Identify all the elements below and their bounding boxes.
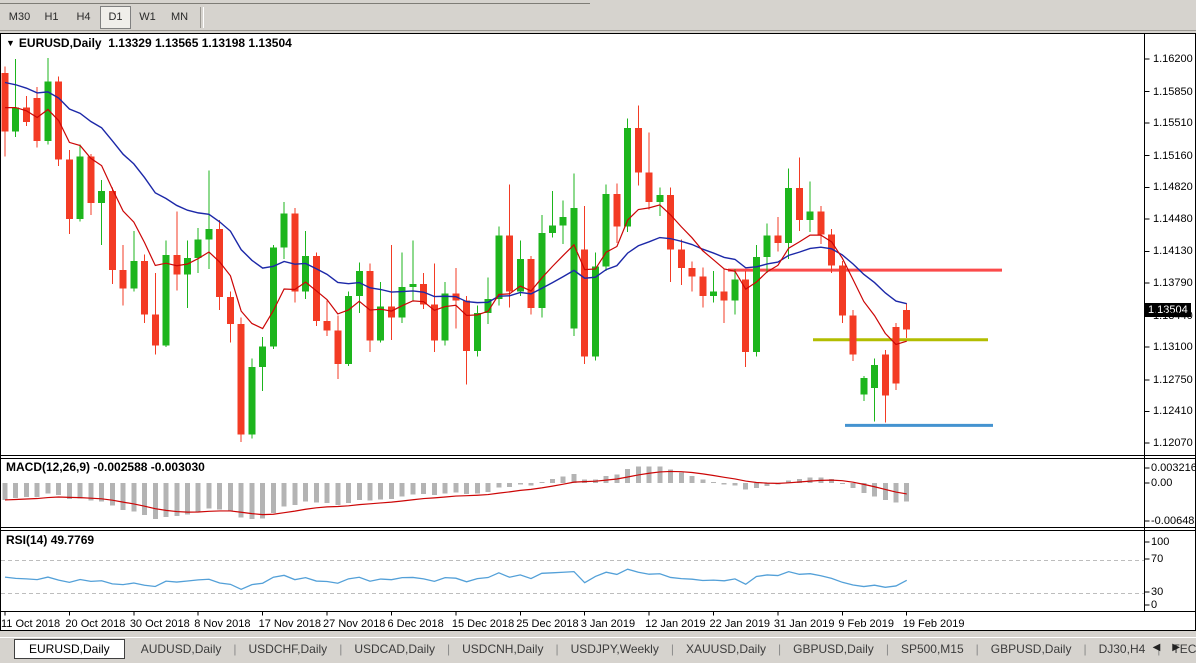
timeframe-button-h1[interactable]: H1 xyxy=(44,11,59,23)
timeframe-button-d1[interactable]: D1 xyxy=(100,5,131,29)
timeframe-button-h4[interactable]: H4 xyxy=(76,11,91,23)
timeframe-button-w1[interactable]: W1 xyxy=(139,11,156,23)
timeframe-toolbar: M30 H1 H4 D1 W1 MN xyxy=(0,4,1196,31)
chart-tab-5[interactable]: USDJPY,Weekly xyxy=(570,641,659,656)
chart-window: ▼ EURUSD,Daily 1.13329 1.13565 1.13198 1.… xyxy=(0,33,1196,631)
toolbar-remnant-strip xyxy=(0,0,1196,4)
tab-separator: | xyxy=(885,641,889,656)
tab-separator: | xyxy=(339,641,343,656)
chart-tab-10[interactable]: DJ30,H4 xyxy=(1098,641,1146,656)
tab-separator: | xyxy=(233,641,237,656)
tab-scroll-left-icon[interactable]: ◀ xyxy=(1152,642,1173,653)
timeframe-button-m30[interactable]: M30 xyxy=(8,11,31,23)
tab-separator: | xyxy=(1083,641,1087,656)
chart-tab-bar: ◀▶ EURUSD,Daily AUDUSD,Daily | USDCHF,Daily… xyxy=(0,637,1196,659)
tab-scroll-right-icon[interactable]: ▶ xyxy=(1172,642,1192,653)
chart-tab-6[interactable]: XAUUSD,Daily xyxy=(685,641,766,656)
chart-svg xyxy=(0,33,1196,631)
tab-separator: | xyxy=(555,641,559,656)
chart-tab-4[interactable]: USDCNH,Daily xyxy=(462,641,544,656)
chart-tab-1[interactable]: AUDUSD,Daily xyxy=(140,641,222,656)
chart-tab-9[interactable]: GBPUSD,Daily xyxy=(990,641,1072,656)
tab-separator: | xyxy=(447,641,451,656)
chart-tab-2[interactable]: USDCHF,Daily xyxy=(248,641,328,656)
tab-separator: | xyxy=(670,641,674,656)
chart-tab-7[interactable]: GBPUSD,Daily xyxy=(793,641,874,656)
toolbar-separator xyxy=(200,6,204,28)
chart-tab-8[interactable]: SP500,M15 xyxy=(900,641,964,656)
chart-tab-11[interactable]: TECH100, xyxy=(1172,641,1196,656)
timeframe-button-mn[interactable]: MN xyxy=(170,11,189,23)
chart-canvas[interactable] xyxy=(0,33,1196,631)
tab-separator: | xyxy=(778,641,782,656)
tab-scroll-arrows[interactable]: ◀▶ xyxy=(1153,642,1192,653)
tab-separator: | xyxy=(975,641,979,656)
chart-tab-3[interactable]: USDCAD,Daily xyxy=(354,641,435,656)
status-strip xyxy=(0,659,1196,663)
chart-tab-0[interactable]: EURUSD,Daily xyxy=(14,638,125,659)
tab-separator: | xyxy=(1157,641,1161,656)
